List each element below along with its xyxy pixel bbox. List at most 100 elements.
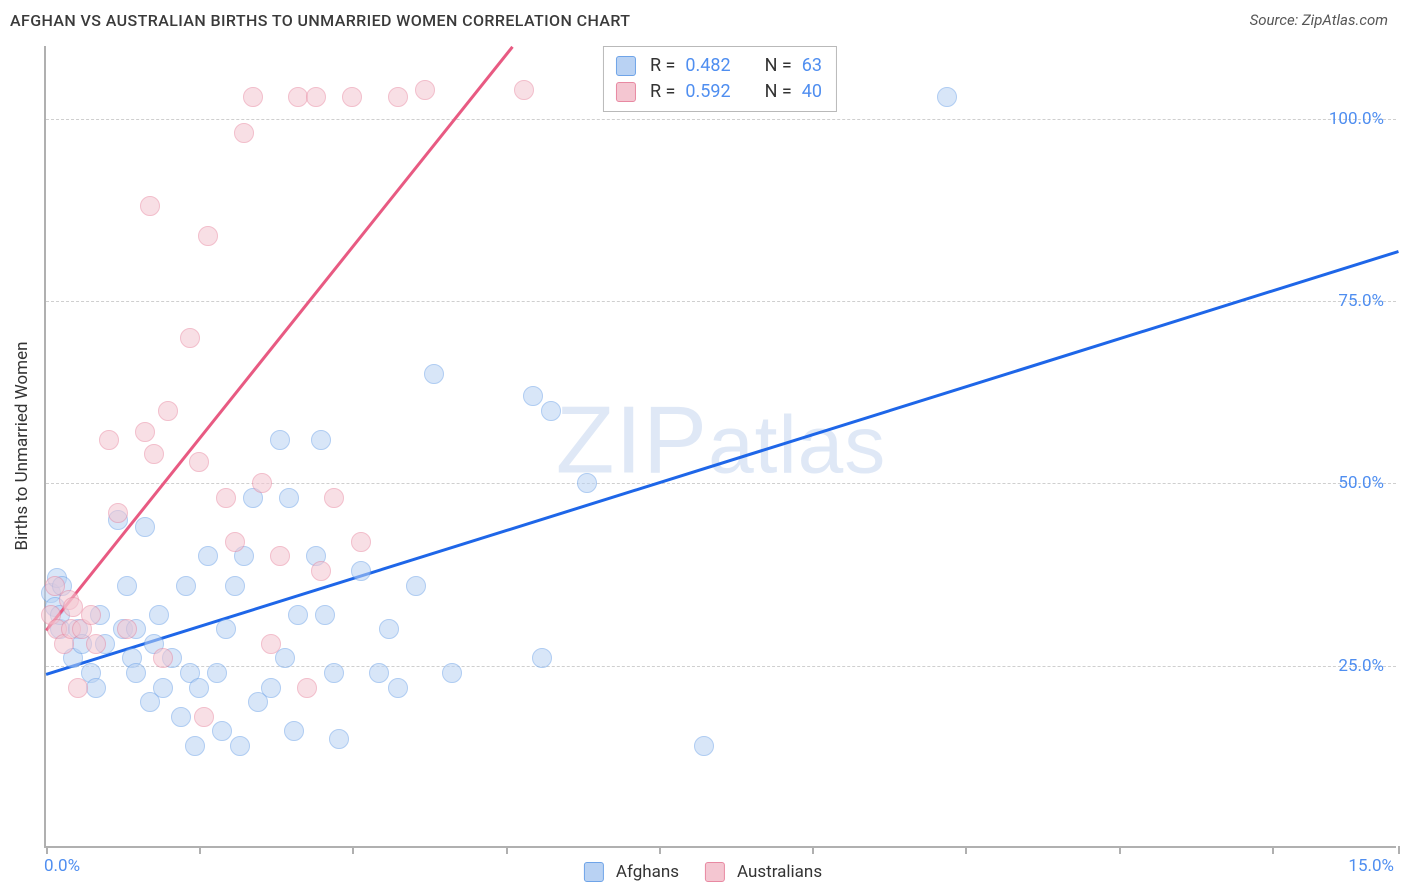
data-point-afghans <box>577 473 597 493</box>
data-point-afghans <box>153 678 173 698</box>
data-point-australians <box>117 619 137 639</box>
data-point-afghans <box>189 678 209 698</box>
data-point-afghans <box>261 678 281 698</box>
data-point-australians <box>144 444 164 464</box>
legend-swatch-afghans <box>616 56 636 76</box>
data-point-afghans <box>324 663 344 683</box>
x-tick <box>506 846 508 854</box>
gridline <box>46 119 1396 120</box>
source-name: ZipAtlas.com <box>1302 11 1388 29</box>
data-point-australians <box>153 648 173 668</box>
data-point-afghans <box>212 721 232 741</box>
data-point-australians <box>180 328 200 348</box>
legend-label: Afghans <box>616 862 679 882</box>
bottom-legend: Afghans Australians <box>584 862 822 882</box>
data-point-afghans <box>284 721 304 741</box>
data-point-australians <box>514 80 534 100</box>
y-tick-label: 75.0% <box>1338 291 1384 311</box>
y-tick-label: 25.0% <box>1338 656 1384 676</box>
r-label: R = <box>650 53 675 79</box>
data-point-australians <box>198 226 218 246</box>
data-point-australians <box>216 488 236 508</box>
n-label: N = <box>765 53 792 79</box>
data-point-afghans <box>135 517 155 537</box>
r-value-afghans: 0.482 <box>685 53 730 79</box>
data-point-afghans <box>207 663 227 683</box>
data-point-australians <box>68 678 88 698</box>
data-point-afghans <box>541 401 561 421</box>
data-point-australians <box>99 430 119 450</box>
data-point-afghans <box>329 729 349 749</box>
y-tick-label: 50.0% <box>1338 473 1384 493</box>
data-point-afghans <box>117 576 137 596</box>
plot-area: ZIPatlas 25.0% 50.0% 75.0% 100.0% <box>44 46 1396 848</box>
data-point-afghans <box>424 364 444 384</box>
data-point-australians <box>306 87 326 107</box>
data-point-afghans <box>694 736 714 756</box>
data-point-afghans <box>406 576 426 596</box>
data-point-afghans <box>176 576 196 596</box>
x-axis-start-label: 0.0% <box>44 856 80 876</box>
x-tick <box>46 846 48 854</box>
bottom-legend-item: Afghans <box>584 862 679 882</box>
data-point-australians <box>108 503 128 523</box>
data-point-afghans <box>388 678 408 698</box>
bottom-legend-item: Australians <box>705 862 822 882</box>
data-point-australians <box>140 196 160 216</box>
data-point-afghans <box>171 707 191 727</box>
data-point-australians <box>194 707 214 727</box>
x-tick <box>199 846 201 854</box>
n-value-australians: 40 <box>802 79 822 105</box>
data-point-australians <box>388 87 408 107</box>
data-point-afghans <box>279 488 299 508</box>
data-point-afghans <box>442 663 462 683</box>
data-point-australians <box>288 87 308 107</box>
legend-label: Australians <box>737 862 822 882</box>
trend-line-afghans <box>46 250 1399 675</box>
y-tick-label: 100.0% <box>1329 109 1384 129</box>
plot-host: ZIPatlas 25.0% 50.0% 75.0% 100.0% R = 0.482 N… <box>44 46 1396 848</box>
data-point-afghans <box>198 546 218 566</box>
data-point-australians <box>270 546 290 566</box>
title-bar: AFGHAN VS AUSTRALIAN BIRTHS TO UNMARRIED… <box>0 0 1406 40</box>
data-point-afghans <box>288 605 308 625</box>
trend-line-australians <box>45 46 513 631</box>
legend-stats-row-afghans: R =0.482N =63 <box>616 53 822 79</box>
data-point-afghans <box>523 386 543 406</box>
data-point-afghans <box>379 619 399 639</box>
x-tick <box>1119 846 1121 854</box>
chart-container: AFGHAN VS AUSTRALIAN BIRTHS TO UNMARRIED… <box>0 0 1406 892</box>
data-point-afghans <box>216 619 236 639</box>
watermark: ZIPatlas <box>556 386 887 496</box>
legend-swatch <box>705 862 725 882</box>
x-tick <box>812 846 814 854</box>
data-point-australians <box>81 605 101 625</box>
data-point-afghans <box>225 576 245 596</box>
data-point-afghans <box>369 663 389 683</box>
x-tick <box>1398 846 1400 854</box>
data-point-afghans <box>351 561 371 581</box>
data-point-australians <box>158 401 178 421</box>
data-point-australians <box>324 488 344 508</box>
data-point-australians <box>261 634 281 654</box>
r-label: R = <box>650 79 675 105</box>
data-point-afghans <box>126 663 146 683</box>
data-point-afghans <box>937 87 957 107</box>
x-tick <box>1272 846 1274 854</box>
source-label: Source: <box>1250 11 1299 29</box>
data-point-australians <box>243 87 263 107</box>
data-point-australians <box>63 597 83 617</box>
gridline <box>46 301 1396 302</box>
data-point-australians <box>135 422 155 442</box>
data-point-australians <box>86 634 106 654</box>
data-point-afghans <box>311 430 331 450</box>
data-point-australians <box>342 87 362 107</box>
data-point-afghans <box>315 605 335 625</box>
data-point-australians <box>415 80 435 100</box>
data-point-australians <box>189 452 209 472</box>
data-point-afghans <box>230 736 250 756</box>
data-point-australians <box>297 678 317 698</box>
data-point-australians <box>252 473 272 493</box>
data-point-afghans <box>185 736 205 756</box>
data-point-afghans <box>270 430 290 450</box>
